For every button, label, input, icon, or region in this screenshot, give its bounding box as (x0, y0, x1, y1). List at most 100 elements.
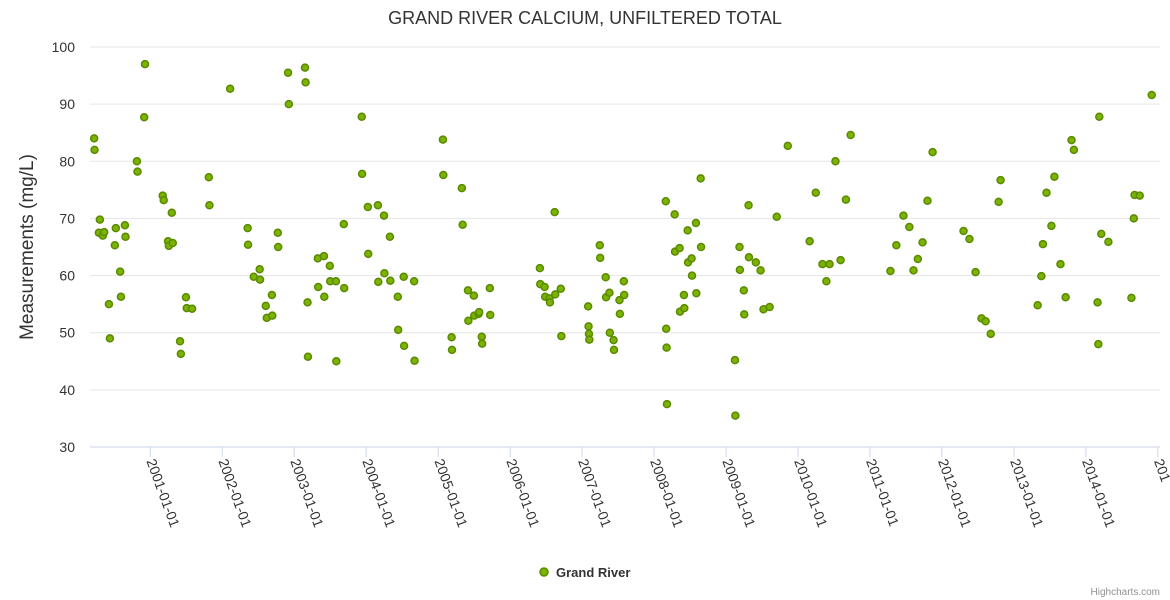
data-point (557, 331, 566, 341)
data-point (105, 334, 115, 343)
data-point (751, 258, 761, 267)
data-point (661, 197, 671, 206)
data-point (971, 267, 980, 277)
data-point (319, 251, 329, 261)
data-point (905, 222, 914, 232)
y-tick-label: 60 (59, 268, 75, 284)
data-point (386, 276, 395, 285)
data-point (1129, 214, 1139, 223)
x-tick-label: 2010-01-01 (791, 457, 831, 530)
legend[interactable]: Grand River (539, 565, 630, 580)
data-point (283, 68, 293, 77)
data-point (181, 293, 191, 302)
data-point (243, 223, 252, 233)
data-point (167, 208, 177, 217)
data-point (469, 291, 479, 300)
data-point (284, 99, 294, 109)
data-point (550, 207, 559, 217)
data-point (116, 292, 126, 301)
data-point (1097, 229, 1106, 239)
data-point (438, 135, 448, 144)
data-point (731, 411, 740, 420)
data-point (325, 261, 335, 271)
data-point (687, 254, 696, 263)
data-point (545, 298, 555, 307)
data-point (89, 134, 99, 143)
data-point (320, 292, 329, 301)
data-point (139, 113, 149, 122)
data-point (744, 253, 754, 262)
data-point (477, 339, 487, 348)
y-tick-label: 70 (59, 210, 75, 226)
data-point (301, 78, 310, 87)
data-point (1037, 271, 1046, 281)
data-point (255, 275, 265, 284)
x-tick-label: 2009-01-01 (719, 457, 759, 530)
data-points (89, 59, 1156, 420)
y-tick-label: 30 (59, 439, 75, 455)
data-point (735, 242, 744, 252)
data-point (913, 254, 923, 264)
data-point (619, 277, 629, 286)
data-point (1093, 298, 1102, 307)
data-point (535, 263, 545, 273)
data-point (540, 282, 549, 292)
data-point (1042, 188, 1051, 197)
data-point (457, 183, 467, 193)
data-point (605, 328, 615, 337)
data-point (447, 333, 456, 342)
y-tick-label: 50 (59, 325, 75, 341)
data-point (363, 249, 373, 259)
data-point (675, 243, 684, 253)
data-point (357, 112, 366, 121)
data-point (661, 324, 671, 333)
data-point (609, 345, 619, 355)
data-point (393, 292, 403, 301)
x-tick-label: 2006-01-01 (503, 457, 543, 530)
data-point (458, 220, 467, 229)
data-point (615, 309, 625, 319)
data-point (994, 197, 1003, 207)
data-point (477, 332, 486, 341)
data-point (261, 301, 271, 311)
legend-item-grand-river[interactable]: Grand River (556, 565, 630, 580)
data-point (836, 255, 845, 265)
data-point (380, 269, 389, 278)
x-axis: 2001-01-01 2002-01-01 2003-01-01 2004-01-01… (90, 446, 1170, 530)
x-tick-label: 2001-01-01 (143, 457, 183, 530)
data-point (981, 317, 990, 326)
data-point (243, 240, 253, 249)
legend-marker (539, 567, 549, 577)
data-point (739, 286, 749, 295)
credits-link[interactable]: Highcharts.com (1091, 587, 1160, 598)
data-point (111, 223, 121, 233)
data-point (485, 283, 495, 293)
data-point (399, 341, 409, 351)
data-point (168, 238, 178, 248)
data-point (683, 226, 692, 235)
x-tick-label: 2005-01-01 (431, 457, 471, 530)
data-point (996, 175, 1005, 185)
data-point (255, 265, 264, 274)
data-point (205, 201, 214, 210)
data-point (825, 259, 834, 269)
data-point (1061, 293, 1070, 302)
x-tick-label: 201 (1151, 457, 1170, 485)
data-point (892, 241, 901, 250)
data-point (464, 316, 473, 325)
data-point (583, 302, 593, 311)
data-point (1147, 90, 1156, 100)
data-point (822, 277, 831, 286)
data-point (1069, 145, 1079, 155)
data-point (187, 304, 197, 313)
data-point (918, 238, 927, 247)
data-point (373, 201, 383, 210)
data-point (1067, 135, 1076, 145)
data-point (550, 290, 560, 299)
data-point (159, 195, 168, 205)
data-point (339, 283, 349, 293)
data-point (680, 303, 689, 313)
x-tick-label: 2011-01-01 (863, 457, 902, 529)
data-point (447, 345, 457, 355)
data-point (1104, 237, 1113, 247)
